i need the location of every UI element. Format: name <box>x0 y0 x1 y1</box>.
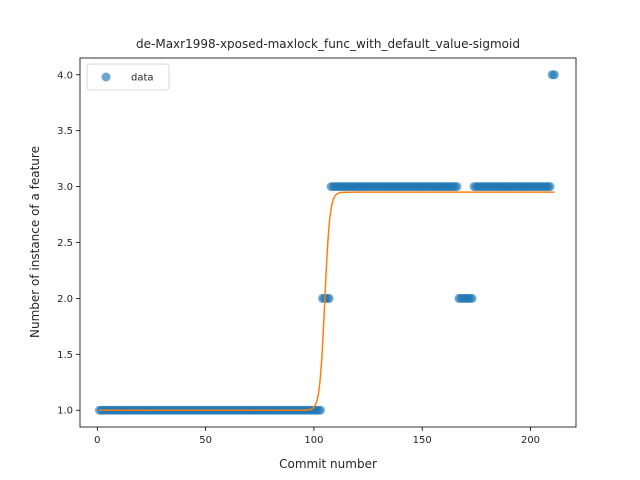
data-point <box>452 182 462 192</box>
y-axis: 1.0 1.5 2.0 2.5 3.0 3.5 4.0 <box>57 70 80 417</box>
y-axis-label: Number of instance of a feature <box>28 146 42 338</box>
y-tick-label: 1.0 <box>57 406 73 417</box>
legend-entry: data <box>131 73 154 84</box>
legend-box <box>86 63 170 91</box>
x-axis-label: Commit number <box>279 457 377 471</box>
y-tick-label: 2.5 <box>57 238 73 249</box>
x-tick-label: 0 <box>94 435 100 446</box>
x-tick-label: 100 <box>304 435 323 446</box>
y-tick-label: 3.0 <box>57 182 73 193</box>
x-tick-label: 200 <box>521 435 540 446</box>
data-point <box>467 293 477 303</box>
data-point <box>324 293 334 303</box>
y-tick-label: 2.0 <box>57 294 73 305</box>
data-point <box>549 70 559 80</box>
x-tick-label: 50 <box>199 435 212 446</box>
plot-area <box>79 57 577 428</box>
chart-title: de-Maxr1998-xposed-maxlock_func_with_def… <box>136 37 520 51</box>
x-axis: 0 50 100 150 200 <box>94 427 540 446</box>
y-tick-label: 1.5 <box>57 350 73 361</box>
y-tick-label: 3.5 <box>57 126 73 137</box>
legend-marker <box>101 72 111 82</box>
fit-line <box>99 191 555 411</box>
data-point <box>315 405 325 415</box>
y-tick-label: 4.0 <box>57 70 73 81</box>
legend: data <box>86 63 170 91</box>
x-tick-label: 150 <box>413 435 432 446</box>
data-point <box>545 182 555 192</box>
